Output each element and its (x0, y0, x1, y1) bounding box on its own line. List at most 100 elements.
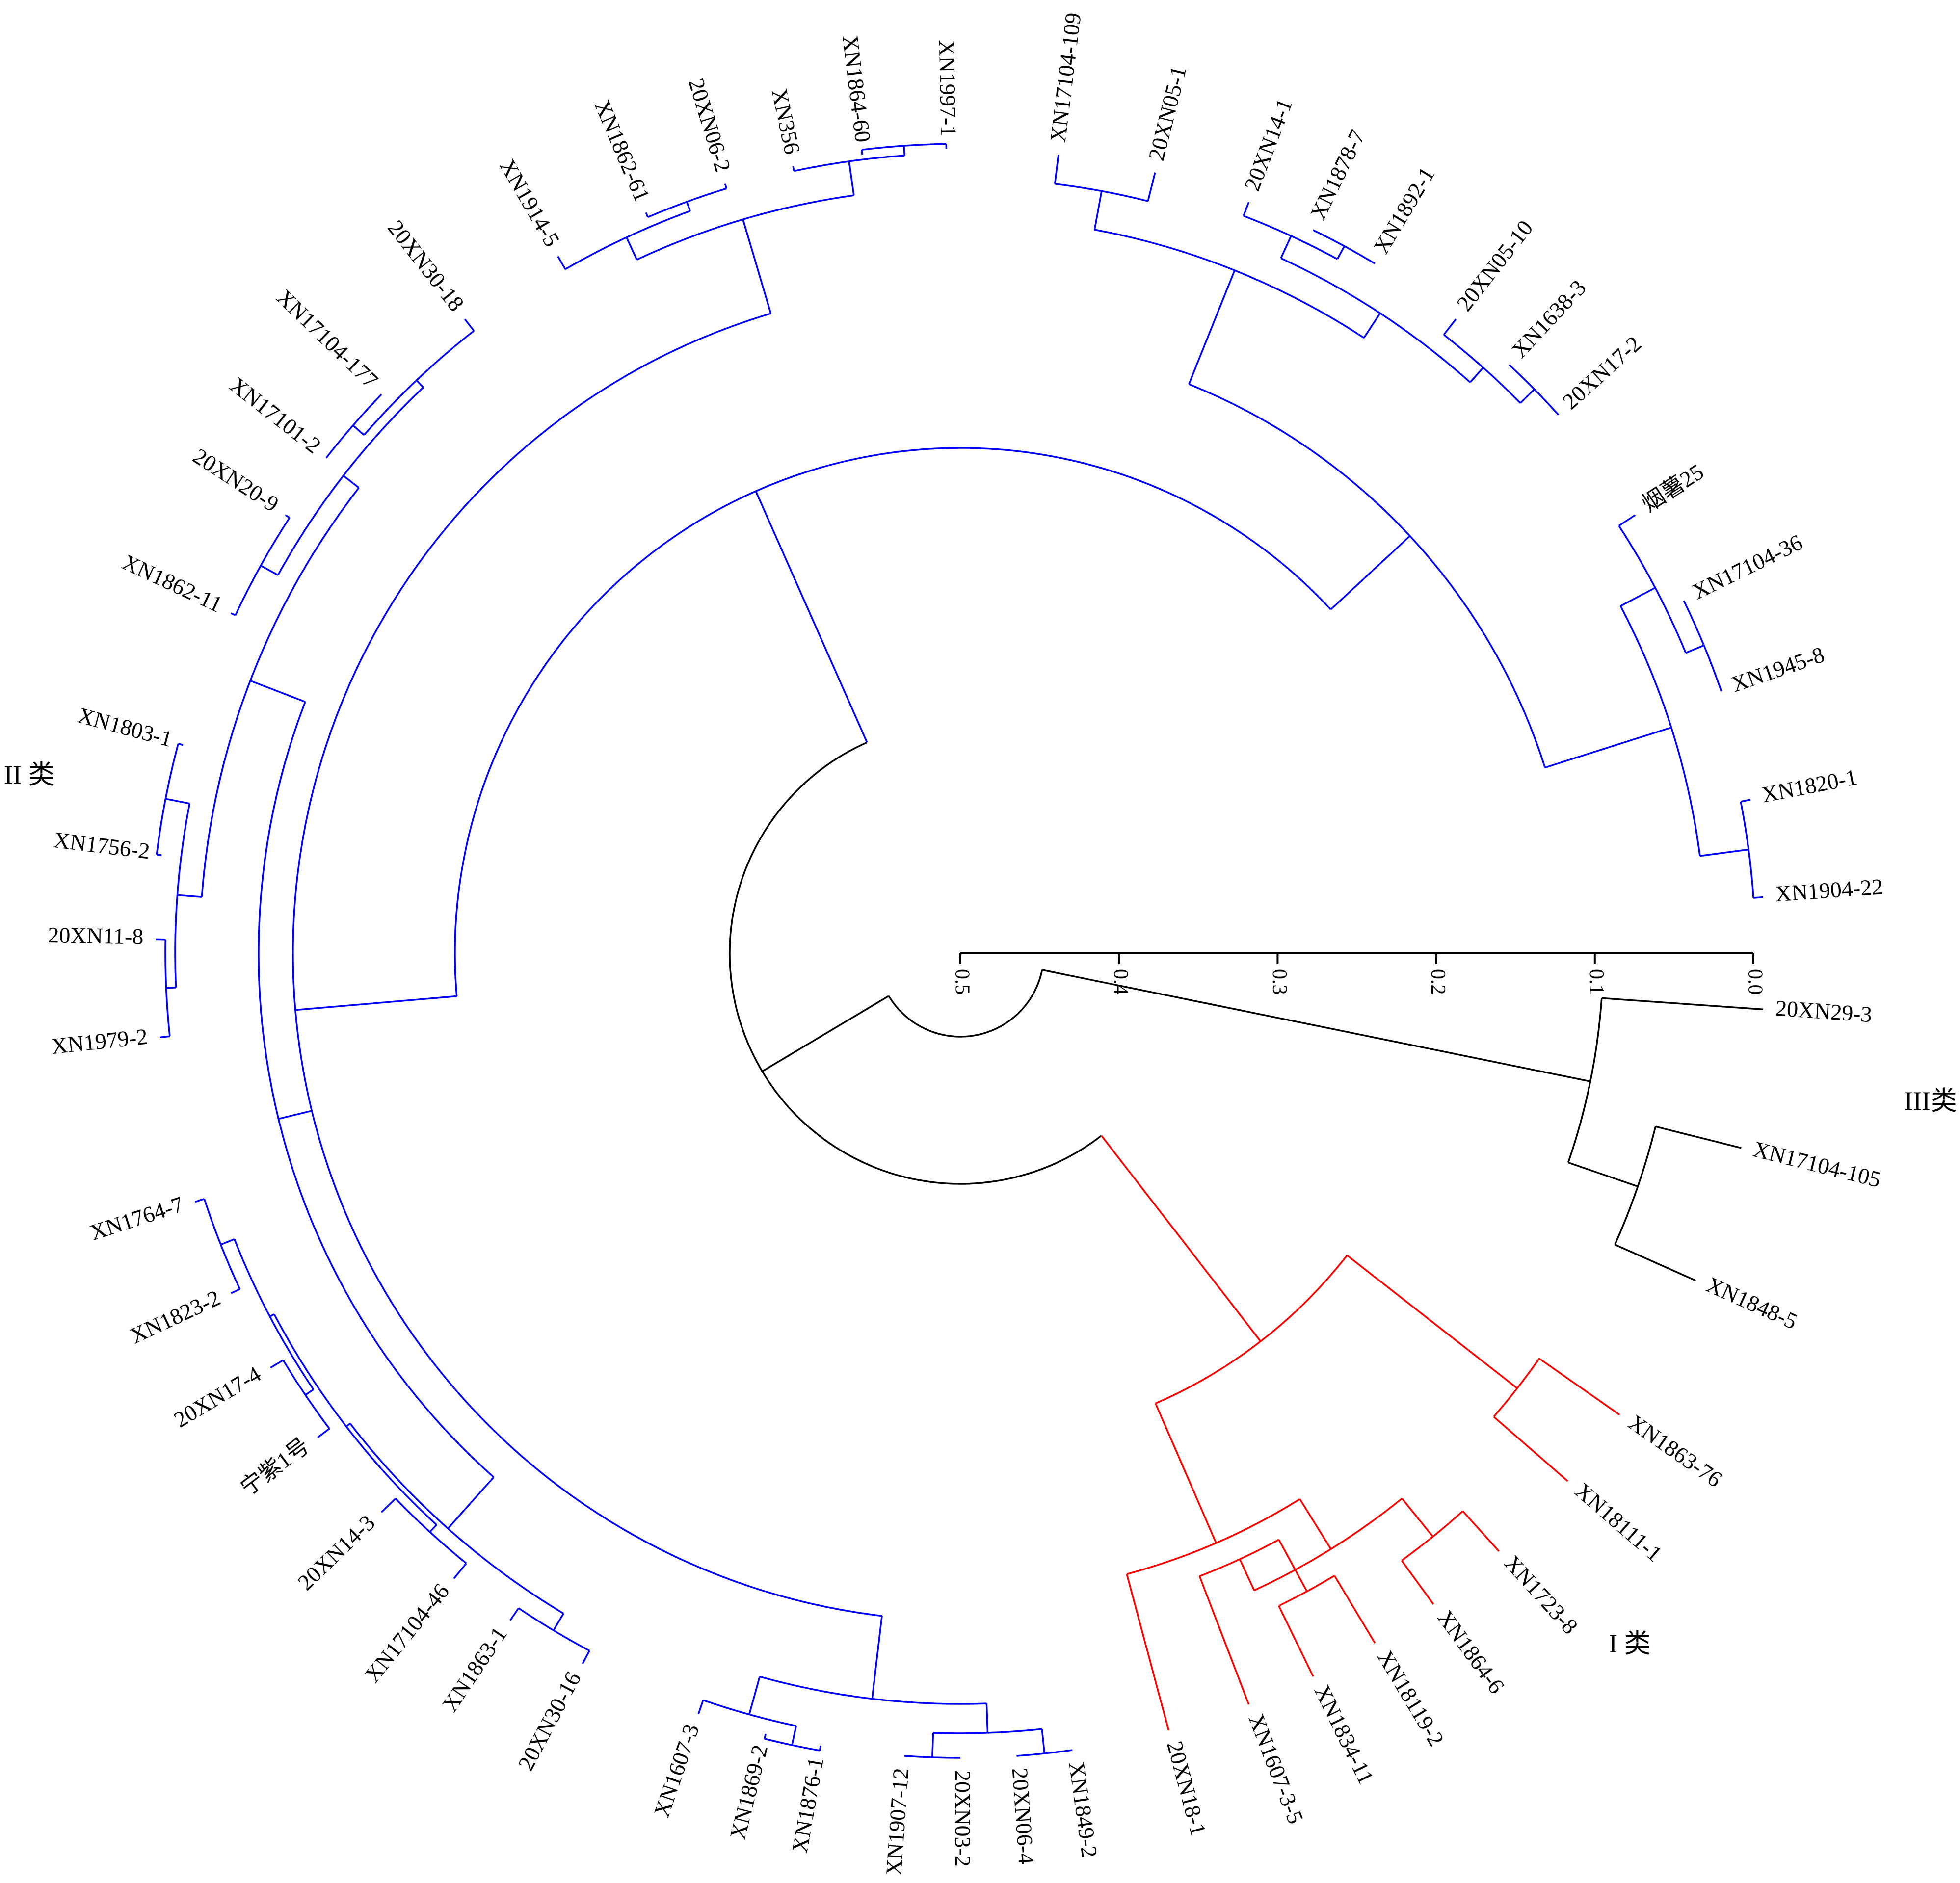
leaf-label: XN1803-1 (75, 703, 175, 752)
leaf-label: XN1848-5 (1703, 1272, 1801, 1334)
branch-stem (626, 237, 638, 260)
leaf-branch (178, 743, 184, 746)
branch-stem (447, 1476, 495, 1529)
branch-stem (1093, 191, 1103, 230)
leaf-label: XN1869-2 (725, 1742, 772, 1842)
leaf-label: XN1607-3-5 (1244, 1710, 1309, 1827)
branch-arc (1199, 1539, 1279, 1577)
branch-arc (888, 969, 1043, 1038)
leaf-branch (464, 318, 475, 332)
leaf-label: 20XN06-2 (684, 76, 736, 175)
leaf-label: XN17101-2 (225, 372, 326, 458)
leaf-branch (1401, 1560, 1434, 1605)
branch-stem (295, 995, 457, 1011)
leaf-branch (1655, 1125, 1742, 1149)
branch-arc (904, 1755, 961, 1759)
leaf-label: XN1723-8 (1500, 1550, 1583, 1639)
branch-arc (1189, 383, 1546, 768)
branch-arc (1155, 1255, 1348, 1405)
leaf-branch (509, 1607, 520, 1621)
branch-stem (742, 219, 772, 314)
branch-stem (985, 1703, 989, 1733)
branch-stem (1042, 969, 1591, 1082)
leaf-label: XN1764-7 (87, 1192, 186, 1245)
branch-arc (1493, 1358, 1540, 1417)
branch-arc (1401, 1510, 1463, 1562)
leaf-label: XN1862-61 (590, 96, 655, 205)
branch-arc (729, 741, 1102, 1185)
branch-stem (1346, 1255, 1518, 1389)
branch-stem (931, 1732, 934, 1758)
class-labels: III类 I 类 II 类 (4, 760, 1957, 1658)
leaf-label: XN1863-1 (437, 1622, 512, 1716)
branch-stem (1336, 245, 1346, 260)
leaf-branch (230, 1288, 240, 1294)
branch-stem (762, 995, 889, 1072)
class-label-I: I 类 (1609, 1629, 1650, 1658)
branch-stem (686, 201, 691, 211)
leaf-branch (1615, 1244, 1696, 1281)
branch-stem (1469, 367, 1484, 383)
branch-arc (1280, 257, 1471, 383)
leaf-branch (697, 1700, 704, 1715)
leaf-label: XN18119-2 (1373, 1646, 1449, 1751)
branch-stem (848, 161, 855, 196)
leaf-label: XN1864-6 (1432, 1605, 1510, 1698)
leaf-label: XN1876-1 (787, 1755, 828, 1855)
scale-tick-label: 0.1 (1585, 969, 1608, 995)
leaf-branch (1601, 997, 1764, 1011)
branch-stem (250, 680, 306, 703)
leaf-branch (1333, 1575, 1376, 1644)
leaf-branch (285, 514, 290, 519)
leaf-label: XN1907-12 (881, 1767, 913, 1877)
leaf-label: XN356 (767, 86, 805, 157)
leaf-label: 20XN29-3 (1775, 995, 1873, 1027)
branch-arc (164, 939, 171, 1037)
leaf-label: XN17104-36 (1688, 529, 1806, 604)
class-label-III: III类 (1904, 1086, 1957, 1116)
leaf-label: XN1878-7 (1305, 126, 1370, 223)
branch-arc (1243, 215, 1338, 260)
branch-arc (794, 155, 905, 172)
leaf-branch (1054, 154, 1059, 184)
branch-stem (1155, 1403, 1217, 1543)
leaf-label: XN1834-11 (1309, 1681, 1378, 1788)
leaf-branch (1243, 202, 1250, 216)
branch-arc (1683, 600, 1722, 692)
branch-stem (260, 565, 279, 576)
leaf-label: 20XN30-18 (383, 215, 469, 316)
leaf-branch (159, 1035, 170, 1039)
leaf-label: XN1756-2 (53, 827, 152, 864)
leaf-label: XN1904-22 (1775, 874, 1884, 906)
branch-stem (1568, 1161, 1639, 1187)
branch-stem (553, 1613, 564, 1631)
leaf-label: XN1823-2 (126, 1285, 224, 1348)
leaf-branch (1493, 1416, 1568, 1482)
branch-stem (1188, 270, 1236, 385)
branch-stem (416, 379, 424, 388)
branch-stem (755, 491, 868, 743)
branch-arc (861, 143, 947, 151)
branch-arc (156, 743, 179, 855)
branch-arc (1278, 1575, 1335, 1607)
leaf-label: XN17104-46 (360, 1579, 454, 1687)
leaf-label: XN1607-3 (649, 1721, 704, 1820)
leaf-branch (1753, 896, 1764, 899)
scale-tick-label: 0.0 (1744, 969, 1766, 995)
branch-stem (305, 1388, 314, 1396)
leaf-label: 宁紫1号 (236, 1433, 314, 1501)
branch-stem (220, 1238, 235, 1246)
leaf-label: 20XN30-16 (513, 1668, 585, 1775)
branch-stem (1519, 389, 1535, 404)
branch-stem (1401, 1498, 1434, 1538)
branch-stem (1299, 1498, 1332, 1550)
branch-stem (1330, 535, 1411, 610)
branch-stem (1278, 1539, 1308, 1592)
branch-stem (278, 1110, 312, 1120)
leaf-branch (1538, 1358, 1620, 1416)
branch-arc (395, 1498, 467, 1564)
branch-arc (174, 803, 191, 988)
leaf-label: 20XN14-3 (293, 1510, 380, 1595)
leaf-label: 20XN03-2 (950, 1770, 975, 1867)
leaf-label: XN1849-2 (1064, 1760, 1102, 1859)
